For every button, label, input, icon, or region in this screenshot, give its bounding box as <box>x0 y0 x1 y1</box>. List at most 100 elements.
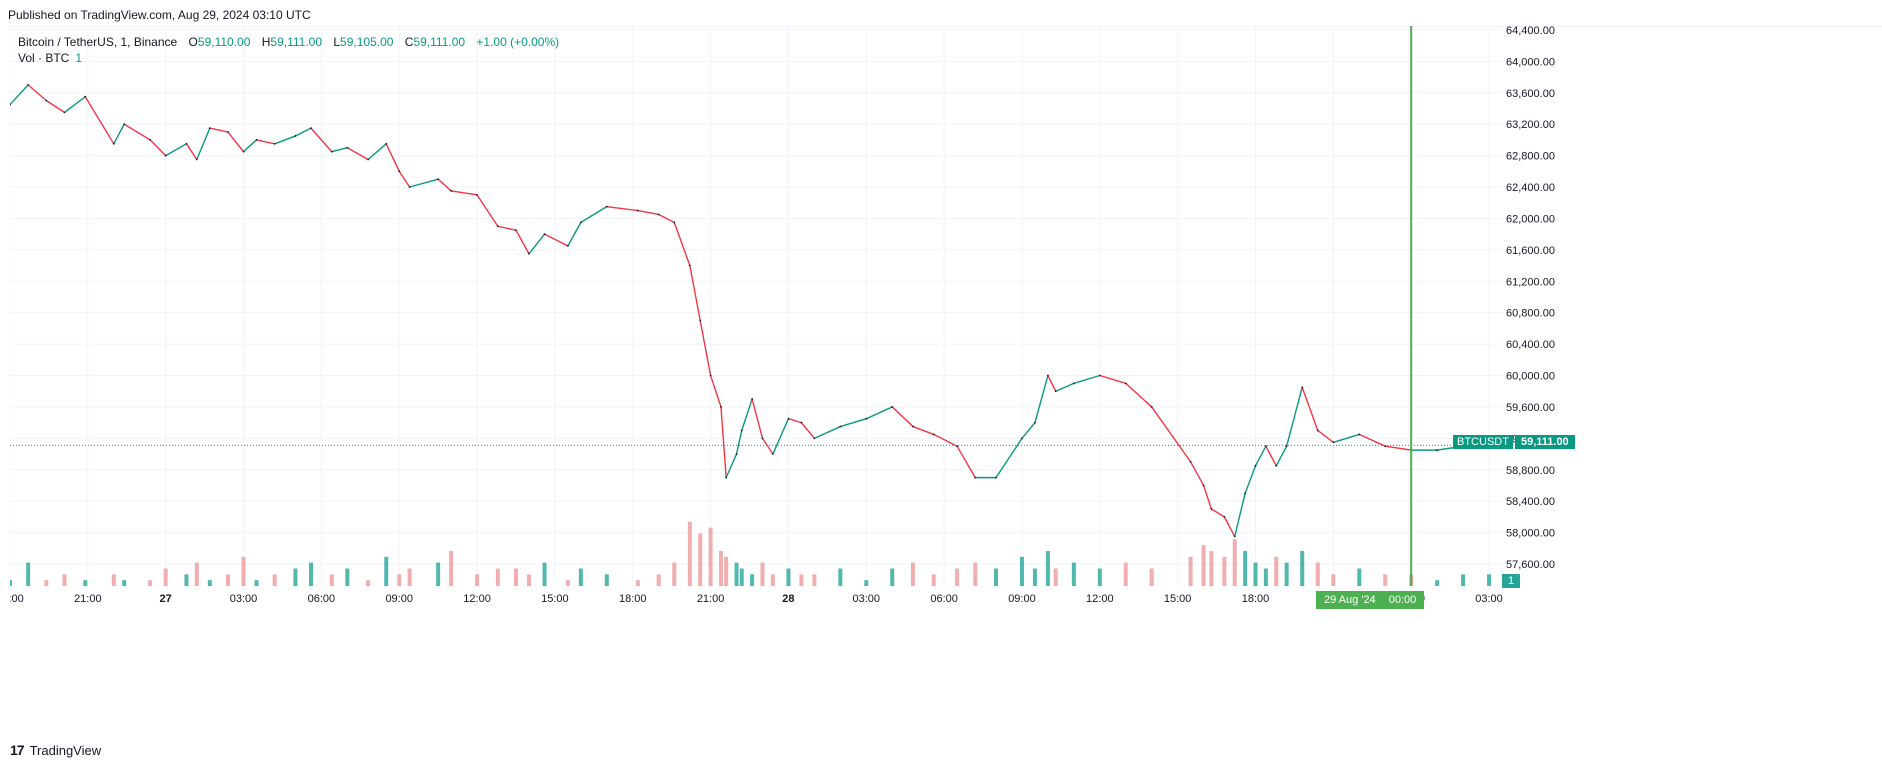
price-segment <box>606 205 639 212</box>
price-point <box>688 264 691 267</box>
legend-symbol[interactable]: Bitcoin / TetherUS, 1, Binance <box>18 35 178 49</box>
price-segment <box>1301 387 1319 431</box>
volume-bar <box>293 568 298 586</box>
price-segment <box>346 147 369 161</box>
volume-bar <box>148 580 153 586</box>
price-segment <box>912 425 934 436</box>
tradingview-logo-icon[interactable]: 17 <box>10 742 25 758</box>
price-segment <box>1190 461 1205 486</box>
price-segment <box>1125 382 1153 408</box>
price-point <box>408 186 411 188</box>
volume-bar <box>955 568 960 586</box>
price-segment <box>398 170 411 188</box>
x-tick-label: 21:00 <box>697 593 725 605</box>
price-segment <box>331 147 348 153</box>
price-segment <box>1151 406 1192 463</box>
volume-bar <box>698 533 703 586</box>
volume-bar <box>495 568 500 586</box>
price-segment <box>1333 433 1360 443</box>
price-segment <box>123 123 151 141</box>
y-tick-label: 60,800.00 <box>1506 308 1555 320</box>
volume-bar <box>786 568 791 586</box>
price-segment <box>699 320 712 376</box>
price-segment <box>725 453 738 478</box>
price-segment <box>437 178 452 192</box>
volume-bar <box>1201 545 1206 586</box>
x-tick-label: 15:00 <box>1164 593 1192 605</box>
price-segment <box>751 398 764 439</box>
volume-bar <box>718 551 723 586</box>
volume-bar <box>1315 562 1320 586</box>
price-chart[interactable]: 57,600.0058,000.0058,400.0058,800.0059,2… <box>10 26 1882 734</box>
price-point <box>208 127 211 130</box>
price-point <box>346 146 349 149</box>
price-segment <box>580 206 608 223</box>
price-segment <box>840 418 867 428</box>
x-tick-label: 09:00 <box>385 593 413 605</box>
price-point <box>1285 445 1288 448</box>
price-point <box>273 142 276 145</box>
legend-volume-label[interactable]: Vol · BTC <box>18 51 70 65</box>
price-point <box>1358 433 1361 436</box>
published-caption: Published on TradingView.com, Aug 29, 20… <box>8 8 311 22</box>
price-segment <box>637 209 659 216</box>
price-point <box>637 209 639 212</box>
price-point <box>1189 461 1192 463</box>
price-point <box>813 437 816 440</box>
volume-bar <box>635 580 640 586</box>
price-point <box>1202 484 1205 487</box>
price-segment <box>814 425 841 439</box>
volume-bar <box>1243 551 1248 586</box>
x-tick-label: 28 <box>782 593 794 605</box>
y-tick-label: 60,400.00 <box>1506 339 1555 351</box>
volume-bar <box>1274 556 1279 586</box>
price-point <box>10 103 11 106</box>
footer: 17 TradingView <box>10 742 101 758</box>
price-segment <box>891 406 914 428</box>
volume-bar <box>1487 574 1492 586</box>
x-tick-label: 12:00 <box>463 593 491 605</box>
y-tick-label: 62,800.00 <box>1506 151 1555 163</box>
price-point <box>123 123 126 126</box>
price-point <box>242 150 245 153</box>
price-segment <box>1275 445 1288 467</box>
footer-brand[interactable]: TradingView <box>29 742 102 758</box>
price-point <box>771 453 774 455</box>
x-tick-label: 15:00 <box>541 593 569 605</box>
price-point <box>657 213 660 216</box>
chart-area[interactable]: 57,600.0058,000.0058,400.0058,800.0059,2… <box>10 26 1882 734</box>
volume-bar <box>708 527 713 586</box>
price-segment <box>1099 374 1126 385</box>
price-segment <box>165 143 187 157</box>
price-point <box>398 170 401 173</box>
volume-bar <box>241 556 246 586</box>
volume-bar <box>931 574 936 586</box>
volume-bar <box>397 574 402 586</box>
price-point <box>912 425 914 428</box>
volume-bar <box>513 568 518 586</box>
price-segment <box>995 437 1023 478</box>
price-point <box>1233 535 1236 538</box>
price-segment <box>196 127 211 160</box>
x-tick-label: 06:00 <box>930 593 958 605</box>
volume-bar <box>384 556 389 586</box>
price-segment <box>367 143 387 161</box>
volume-bar <box>194 562 199 586</box>
legend-volume-row: Vol · BTC 1 <box>18 50 559 66</box>
price-point <box>27 84 30 86</box>
y-tick-label: 59,600.00 <box>1506 402 1555 414</box>
volume-bar <box>604 574 609 586</box>
volume-bar <box>62 574 67 586</box>
price-segment <box>788 418 802 424</box>
price-point <box>195 158 198 161</box>
volume-bar <box>254 580 259 586</box>
price-segment <box>528 233 546 255</box>
volume-bar <box>1071 562 1076 586</box>
volume-bar <box>542 562 547 586</box>
volume-bar <box>799 574 804 586</box>
x-tick-label: 21:00 <box>74 593 102 605</box>
price-segment <box>10 84 29 106</box>
price-point <box>227 131 229 133</box>
price-point <box>699 319 702 322</box>
price-point <box>1054 390 1057 393</box>
